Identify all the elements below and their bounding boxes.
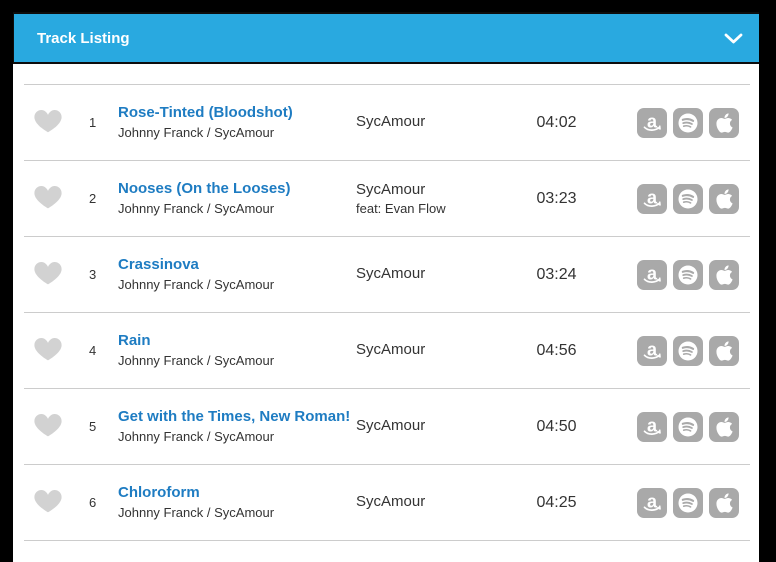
apple-music-icon[interactable]	[709, 107, 739, 138]
svg-text:a: a	[647, 415, 658, 435]
track-credits: Johnny Franck / SycAmour	[118, 429, 275, 445]
apple-music-icon[interactable]	[709, 335, 739, 366]
track-title-link[interactable]: Chloroform	[118, 483, 200, 501]
track-number: 5	[89, 419, 97, 434]
track-title-link[interactable]: Crassinova	[118, 255, 199, 273]
track-list: 1 Rose-Tinted (Bloodshot) Johnny Franck …	[13, 64, 759, 541]
svg-text:a: a	[647, 111, 658, 131]
track-listing-panel: Track Listing 1 Rose-Tinted (Bloodshot) …	[13, 12, 759, 562]
service-links: a	[637, 487, 759, 518]
heart-icon[interactable]	[34, 338, 62, 363]
track-row: 5 Get with the Times, New Roman! Johnny …	[13, 389, 759, 464]
divider	[24, 388, 750, 389]
apple-music-icon[interactable]	[709, 183, 739, 214]
amazon-music-icon[interactable]: a	[637, 335, 667, 366]
amazon-music-icon[interactable]: a	[637, 259, 667, 290]
heart-icon[interactable]	[34, 186, 62, 211]
track-credits: Johnny Franck / SycAmour	[118, 201, 275, 217]
amazon-music-icon[interactable]: a	[637, 487, 667, 518]
track-row: 2 Nooses (On the Looses) Johnny Franck /…	[13, 161, 759, 236]
track-row: 3 Crassinova Johnny Franck / SycAmour Sy…	[13, 237, 759, 312]
track-duration: 04:25	[536, 493, 577, 511]
track-artist: SycAmour	[356, 416, 426, 434]
track-title-link[interactable]: Rose-Tinted (Bloodshot)	[118, 103, 293, 121]
spotify-icon[interactable]	[673, 107, 703, 138]
track-credits: Johnny Franck / SycAmour	[118, 505, 275, 521]
page-title: Track Listing	[37, 29, 130, 47]
divider	[24, 540, 750, 541]
chevron-down-icon[interactable]	[724, 33, 743, 44]
service-links: a	[637, 183, 759, 214]
service-links: a	[637, 107, 759, 138]
spotify-icon[interactable]	[673, 411, 703, 442]
divider	[24, 160, 750, 161]
track-duration: 03:23	[536, 189, 577, 207]
track-featured-artist: feat: Evan Flow	[356, 200, 446, 216]
track-artist: SycAmour	[356, 492, 426, 510]
svg-text:a: a	[647, 491, 658, 511]
spotify-icon[interactable]	[673, 183, 703, 214]
track-row: 4 Rain Johnny Franck / SycAmour SycAmour…	[13, 313, 759, 388]
track-number: 1	[89, 115, 97, 130]
track-title-link[interactable]: Rain	[118, 331, 151, 349]
track-duration: 04:02	[536, 113, 577, 131]
track-artist: SycAmour	[356, 180, 426, 198]
service-links: a	[637, 335, 759, 366]
track-artist: SycAmour	[356, 112, 426, 130]
track-duration: 03:24	[536, 265, 577, 283]
track-number: 4	[89, 343, 97, 358]
heart-icon[interactable]	[34, 110, 62, 135]
svg-text:a: a	[647, 339, 658, 359]
track-artist: SycAmour	[356, 340, 426, 358]
divider	[24, 312, 750, 313]
divider	[24, 236, 750, 237]
track-row: 1 Rose-Tinted (Bloodshot) Johnny Franck …	[13, 85, 759, 160]
service-links: a	[637, 259, 759, 290]
track-title-link[interactable]: Get with the Times, New Roman!	[118, 407, 351, 425]
track-number: 3	[89, 267, 97, 282]
track-title-link[interactable]: Nooses (On the Looses)	[118, 179, 291, 197]
apple-music-icon[interactable]	[709, 487, 739, 518]
spotify-icon[interactable]	[673, 487, 703, 518]
amazon-music-icon[interactable]: a	[637, 183, 667, 214]
track-listing-header[interactable]: Track Listing	[13, 12, 759, 64]
amazon-music-icon[interactable]: a	[637, 107, 667, 138]
track-number: 6	[89, 495, 97, 510]
heart-icon[interactable]	[34, 262, 62, 287]
apple-music-icon[interactable]	[709, 411, 739, 442]
track-artist: SycAmour	[356, 264, 426, 282]
spotify-icon[interactable]	[673, 335, 703, 366]
track-number: 2	[89, 191, 97, 206]
track-credits: Johnny Franck / SycAmour	[118, 277, 275, 293]
track-row: 6 Chloroform Johnny Franck / SycAmour Sy…	[13, 465, 759, 540]
svg-text:a: a	[647, 263, 658, 283]
amazon-music-icon[interactable]: a	[637, 411, 667, 442]
service-links: a	[637, 411, 759, 442]
divider	[24, 464, 750, 465]
track-credits: Johnny Franck / SycAmour	[118, 353, 275, 369]
track-duration: 04:50	[536, 417, 577, 435]
heart-icon[interactable]	[34, 490, 62, 515]
heart-icon[interactable]	[34, 414, 62, 439]
divider	[24, 84, 750, 85]
apple-music-icon[interactable]	[709, 259, 739, 290]
track-duration: 04:56	[536, 341, 577, 359]
track-credits: Johnny Franck / SycAmour	[118, 125, 275, 141]
spotify-icon[interactable]	[673, 259, 703, 290]
svg-text:a: a	[647, 187, 658, 207]
